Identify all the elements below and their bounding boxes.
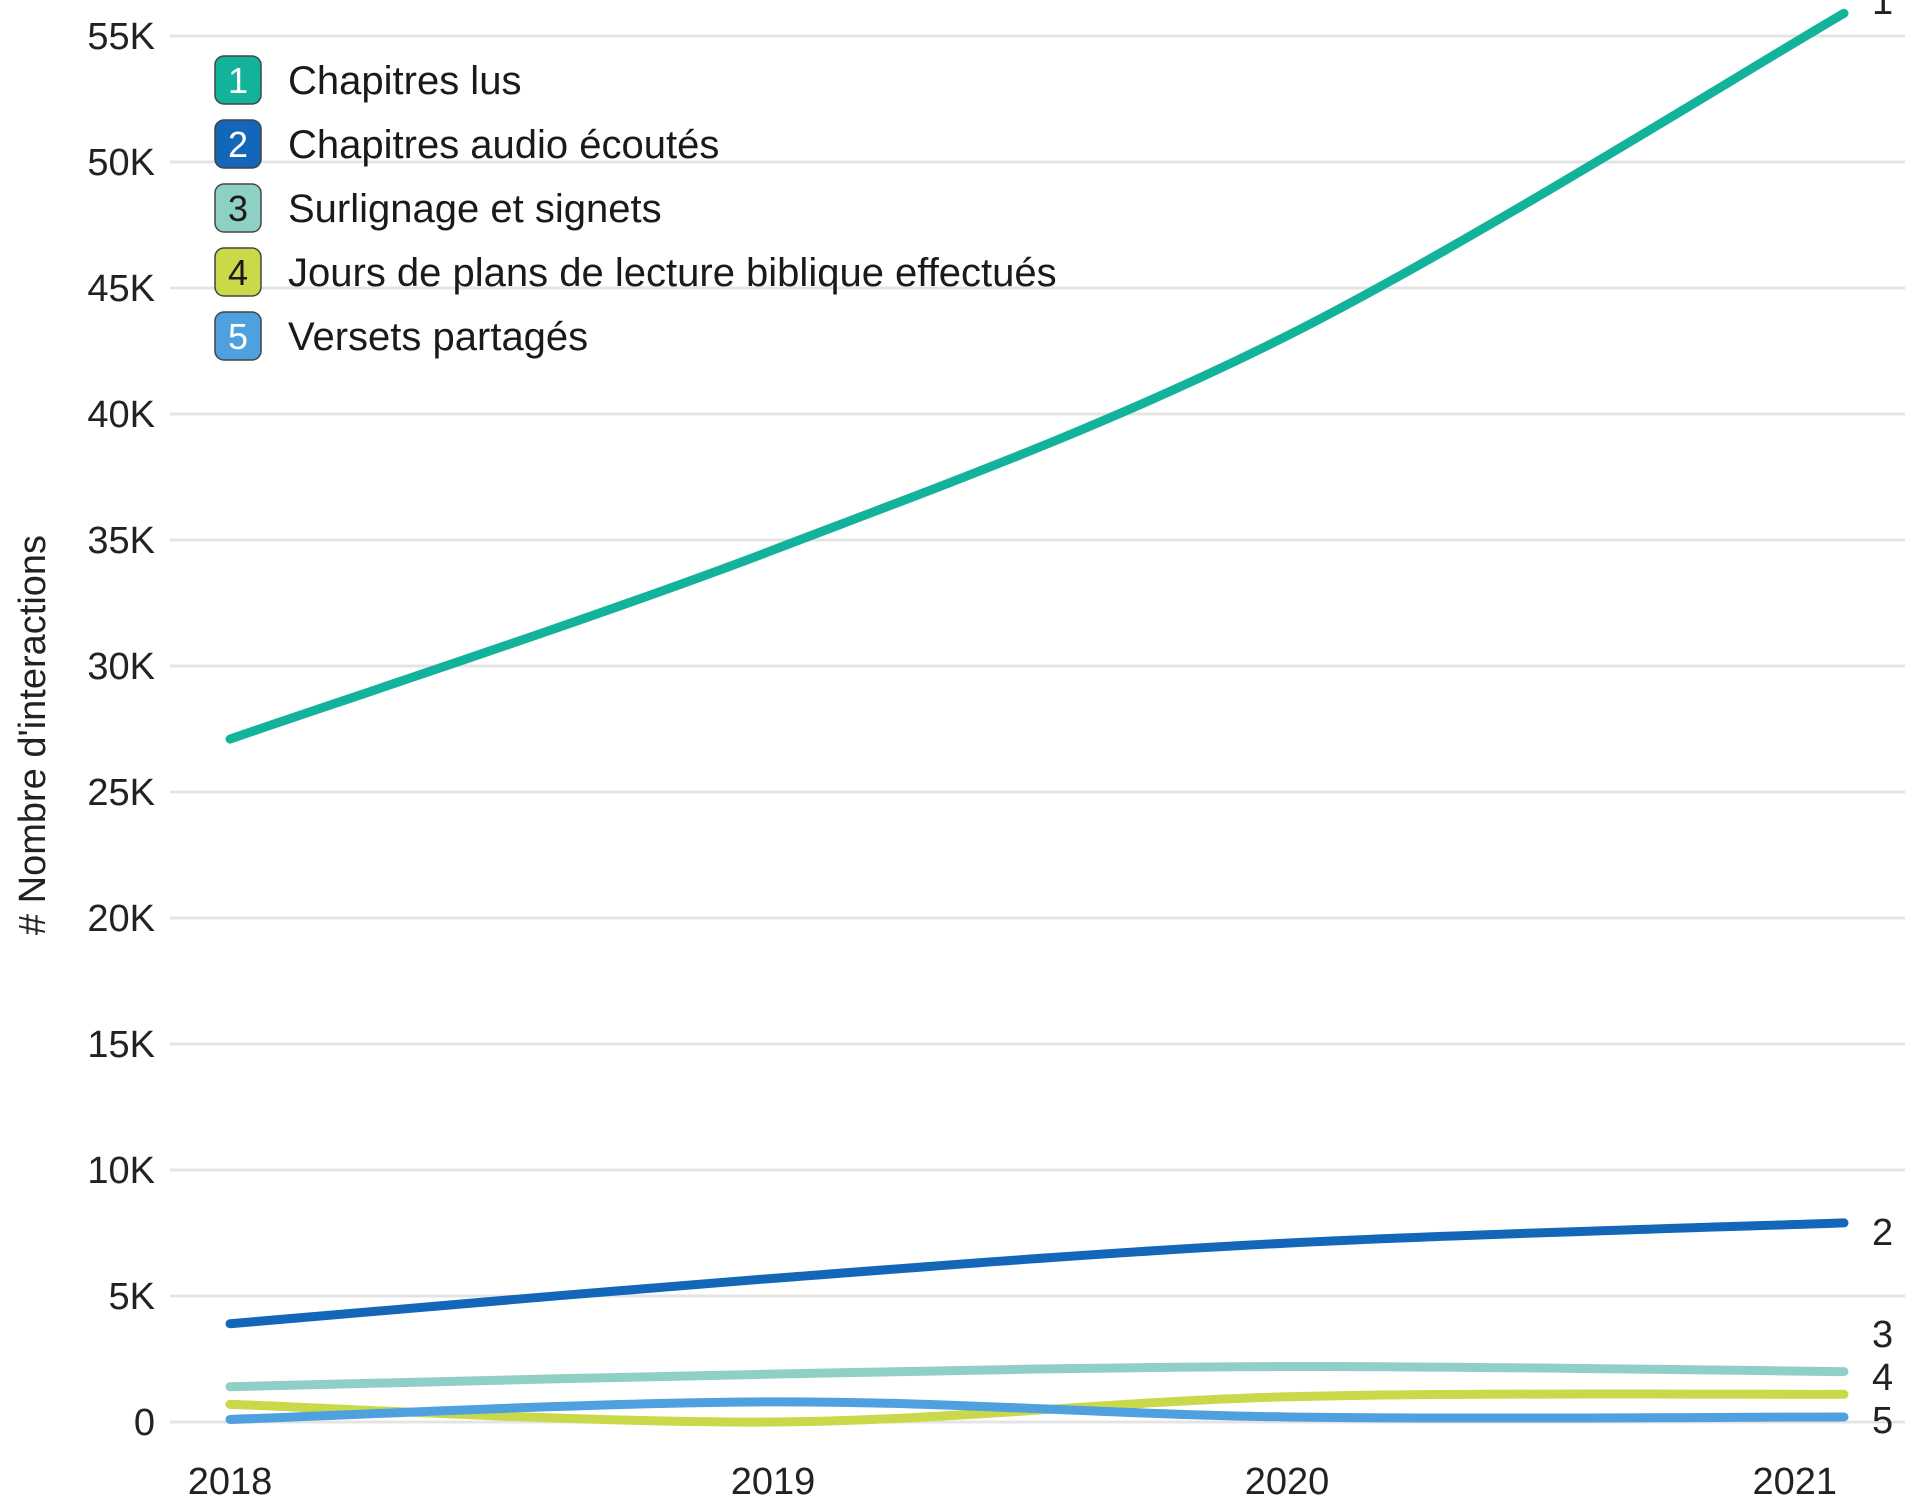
legend-item: 2 Chapitres audio écoutés xyxy=(214,119,719,169)
series-end-label: 1 xyxy=(1872,0,1893,23)
legend: 1 Chapitres lus 2 Chapitres audio écoutés 3 S… xyxy=(214,55,1057,361)
legend-number: 5 xyxy=(228,316,248,357)
legend-label: Jours de plans de lecture biblique effec… xyxy=(288,251,1057,295)
series-lines xyxy=(225,8,1849,1427)
series-line-3 xyxy=(225,1362,1849,1392)
series-line-5 xyxy=(225,1397,1849,1424)
legend-swatch xyxy=(214,183,262,233)
legend-number: 2 xyxy=(228,124,248,165)
y-axis: 0 5K 10K 15K 20K 25K 30K 35K 40K 45K 50K 55K xyxy=(87,16,155,1444)
series-end-label: 4 xyxy=(1872,1357,1893,1399)
legend-label: Chapitres audio écoutés xyxy=(288,123,719,167)
legend-item: 1 Chapitres lus xyxy=(214,55,521,105)
x-axis: 2018 2019 2020 2021 xyxy=(188,1461,1837,1503)
series-line-1 xyxy=(225,8,1849,744)
legend-label: Chapitres lus xyxy=(288,59,521,103)
x-tick-label: 2020 xyxy=(1245,1461,1330,1503)
x-tick-label: 2019 xyxy=(731,1461,816,1503)
legend-label: Surlignage et signets xyxy=(288,187,662,231)
y-tick-label: 30K xyxy=(87,646,155,688)
y-tick-label: 35K xyxy=(87,520,155,562)
legend-swatch xyxy=(214,55,262,105)
y-tick-label: 50K xyxy=(87,142,155,184)
legend-number: 3 xyxy=(228,188,248,229)
x-tick-label: 2018 xyxy=(188,1461,273,1503)
grid-lines xyxy=(170,34,1905,1424)
legend-swatch xyxy=(214,311,262,361)
legend-item: 3 Surlignage et signets xyxy=(214,183,662,233)
y-tick-label: 15K xyxy=(87,1024,155,1066)
series-line-2 xyxy=(225,1218,1849,1329)
x-tick-label: 2021 xyxy=(1752,1461,1837,1503)
y-tick-label: 40K xyxy=(87,394,155,436)
series-end-labels: 1 2 345 xyxy=(1872,0,1893,1442)
y-axis-title: # Nombre d'interactions xyxy=(12,535,54,935)
legend-swatch xyxy=(214,247,262,297)
legend-item: 5 Versets partagés xyxy=(214,311,588,361)
series-end-label: 3 xyxy=(1872,1314,1893,1356)
y-tick-label: 25K xyxy=(87,772,155,814)
legend-number: 4 xyxy=(228,252,248,293)
y-tick-label: 20K xyxy=(87,898,155,940)
y-tick-label: 0 xyxy=(134,1402,155,1444)
legend-label: Versets partagés xyxy=(288,315,588,359)
series-end-label: 2 xyxy=(1872,1212,1893,1254)
y-tick-label: 45K xyxy=(87,268,155,310)
y-tick-label: 5K xyxy=(109,1276,155,1318)
y-tick-label: 10K xyxy=(87,1150,155,1192)
series-end-label: 5 xyxy=(1872,1400,1893,1442)
legend-item: 4 Jours de plans de lecture biblique effe… xyxy=(214,247,1057,297)
legend-number: 1 xyxy=(228,60,248,101)
y-tick-label: 55K xyxy=(87,16,155,58)
legend-swatch xyxy=(214,119,262,169)
